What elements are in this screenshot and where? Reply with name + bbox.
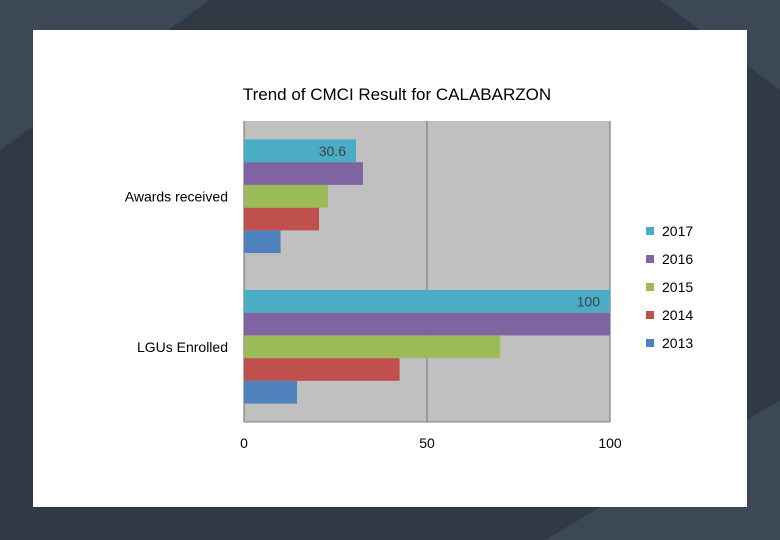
bar-awards-received-2016 [244, 162, 363, 185]
bar-awards-received-2017 [244, 139, 356, 163]
bar-lgus-enrolled-2013 [244, 380, 298, 404]
slide-panel: Trend of CMCI Result for CALABARZON LGUs… [33, 30, 747, 507]
legend-swatch-2014 [646, 311, 654, 319]
bar-lgus-enrolled-2017 [244, 289, 610, 313]
bar-awards-received-2014 [244, 207, 320, 231]
category-label-awards-received: Awards received [125, 188, 228, 204]
legend-swatch-2016 [646, 255, 654, 263]
data-label-lgus-enrolled-2017: 100 [577, 293, 601, 309]
legend-label-2016: 2016 [662, 251, 693, 267]
bar-lgus-enrolled-2014 [244, 358, 400, 381]
data-label-awards-received-2017: 30.6 [319, 143, 346, 159]
bar-awards-received-2015 [244, 184, 329, 208]
legend-label-2014: 2014 [662, 307, 693, 323]
legend-label-2013: 2013 [662, 335, 693, 351]
legend-label-2017: 2017 [662, 223, 693, 239]
x-tick-label-0: 0 [240, 435, 248, 451]
bar-chart: Trend of CMCI Result for CALABARZON LGUs… [125, 85, 694, 451]
legend-swatch-2017 [646, 227, 654, 235]
bar-lgus-enrolled-2015 [244, 335, 501, 359]
bar-awards-received-2013 [244, 230, 281, 254]
category-label-lgus-enrolled: LGUs Enrolled [137, 339, 228, 355]
x-tick-label-100: 100 [598, 435, 622, 451]
legend-swatch-2015 [646, 283, 654, 291]
legend-label-2015: 2015 [662, 279, 693, 295]
bar-lgus-enrolled-2016 [244, 312, 610, 336]
chart-title: Trend of CMCI Result for CALABARZON [243, 85, 551, 104]
legend-swatch-2013 [646, 339, 654, 347]
x-tick-label-50: 50 [419, 435, 435, 451]
